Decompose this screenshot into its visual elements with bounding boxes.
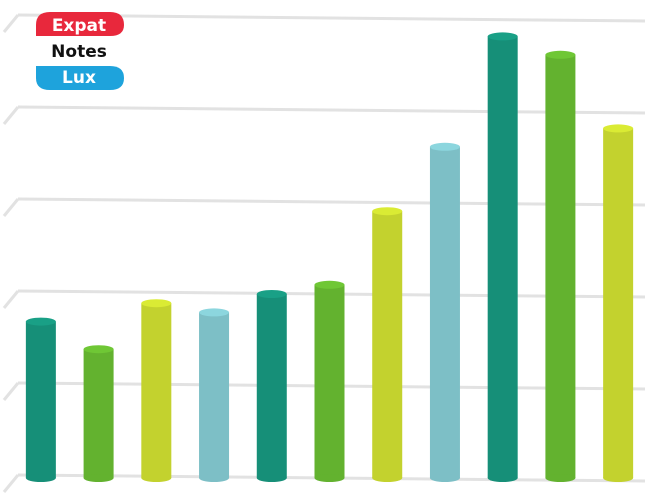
bar-base [83,474,114,482]
bar-base [429,474,460,482]
bar-body [429,146,460,479]
bar [487,32,518,482]
bar-cap [141,299,172,308]
logo-text: Lux [62,68,96,88]
bar [372,207,403,482]
grid-stub [2,14,20,33]
bar-base [256,474,287,482]
bar-base [25,474,56,482]
grid-stub [2,474,20,493]
bar-cap [25,317,56,326]
bar-cap [83,345,114,354]
bar-base [372,474,403,482]
bar-body [603,128,634,478]
bar-body [199,312,230,478]
bar [314,280,345,482]
bar-body [372,211,403,478]
bar [199,308,230,482]
logo: Expat Notes Lux [36,12,124,90]
bar-base [199,474,230,482]
bar-base [487,474,518,482]
grid-line [17,13,646,23]
bars [25,32,634,482]
grid-line [17,197,646,207]
bar-cap [199,308,230,317]
logo-text: Notes [51,42,107,62]
bar-cap [372,207,403,216]
bar [141,299,172,482]
bar [83,345,114,482]
grid-line [17,105,646,115]
grid-stub [2,106,20,125]
bar-cap [429,142,460,151]
bar-base [545,474,576,482]
bar-base [314,474,345,482]
bar-cap [487,32,518,41]
bar [545,50,576,482]
grid-stub [2,290,20,309]
bar-cap [314,280,345,289]
bar-body [314,284,345,478]
bar [25,317,56,482]
grid-stub [2,198,20,217]
bar-body [545,54,576,479]
bar-body [256,294,287,478]
logo-text: Expat [52,16,106,36]
bar-body [25,321,56,478]
bar-body [141,303,172,478]
grid-stub [2,382,20,401]
bar-base [141,474,172,482]
bar-body [487,36,518,479]
bar [256,290,287,482]
bar-body [83,349,114,478]
bar-cap [603,124,634,133]
bar [603,124,634,482]
bar-cap [256,290,287,298]
logo-top-shape [36,12,124,36]
logo-bottom-shape [36,66,124,90]
bar-base [603,474,634,482]
bar-cap [545,50,576,59]
bar [429,142,460,482]
